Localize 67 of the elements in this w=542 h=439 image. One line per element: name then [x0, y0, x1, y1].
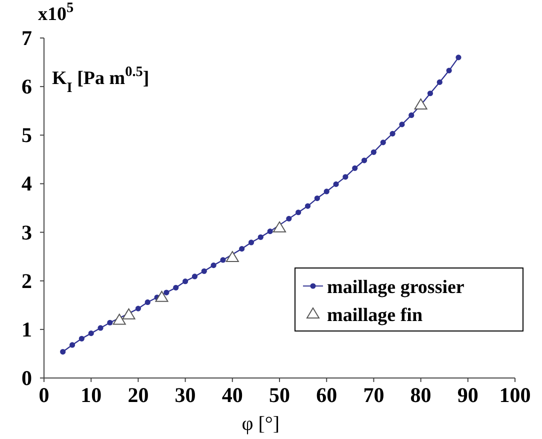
point — [60, 348, 66, 355]
x-tick-label: 90 — [457, 383, 478, 407]
point — [267, 228, 273, 234]
point — [342, 174, 348, 180]
x-tick-label: 70 — [363, 383, 384, 407]
point — [135, 306, 141, 312]
point — [333, 181, 339, 187]
point — [258, 234, 264, 240]
point — [98, 325, 104, 331]
point — [370, 149, 376, 155]
text: x10$^{5}$ — [38, 0, 74, 25]
y-tick-label: 3 — [22, 220, 32, 244]
y-tick-label: 2 — [22, 268, 32, 293]
point — [107, 320, 113, 326]
point — [155, 290, 168, 302]
point — [220, 257, 226, 263]
point — [182, 278, 188, 284]
point — [408, 112, 414, 118]
point — [201, 268, 207, 274]
y-tick-label: 4 — [22, 172, 32, 196]
point — [88, 330, 94, 336]
point — [436, 79, 442, 85]
x-tick-label: 80 — [410, 383, 432, 407]
y-tick-label: 7 — [22, 26, 32, 50]
y-axis-title: K$_{I}$ [Pa m$^{0.5}$] — [52, 64, 150, 96]
point — [192, 274, 198, 280]
point — [361, 158, 368, 164]
point — [286, 216, 292, 222]
point — [390, 130, 396, 136]
point — [164, 290, 170, 296]
legend-label: maillage fin — [327, 305, 423, 326]
point — [414, 98, 428, 110]
point — [352, 165, 358, 171]
y-tick-label: 0 — [22, 366, 32, 390]
point — [380, 140, 386, 146]
x-axis-title: φ [°] — [242, 413, 280, 435]
point — [304, 203, 311, 209]
point — [324, 188, 330, 194]
point — [239, 246, 245, 252]
point — [122, 308, 136, 320]
point — [399, 122, 405, 128]
y-tick-label: 5 — [22, 123, 32, 148]
point — [210, 262, 216, 268]
point — [69, 342, 76, 348]
point — [456, 54, 462, 60]
point — [446, 68, 452, 74]
point — [314, 195, 320, 202]
x-tick-label: 10 — [80, 383, 102, 407]
point — [78, 336, 84, 342]
point — [173, 284, 179, 290]
point — [226, 251, 239, 262]
x-tick-label: 50 — [269, 383, 290, 407]
y-tick-label: 6 — [22, 74, 32, 99]
point — [273, 221, 286, 232]
point — [144, 299, 150, 306]
y-tick-label: 1 — [22, 317, 32, 342]
x-tick-label: 30 — [174, 383, 196, 407]
point — [248, 240, 254, 246]
x-tick-label: 20 — [128, 383, 149, 407]
x-tick-label: 60 — [316, 383, 338, 407]
x-tick-label: 0 — [38, 383, 50, 407]
point — [112, 314, 126, 325]
legend-label: maillage grossier — [327, 277, 465, 298]
x-tick-label: 100 — [499, 383, 531, 407]
point — [427, 90, 434, 96]
x-tick-label: 40 — [222, 383, 243, 407]
point — [296, 210, 302, 216]
